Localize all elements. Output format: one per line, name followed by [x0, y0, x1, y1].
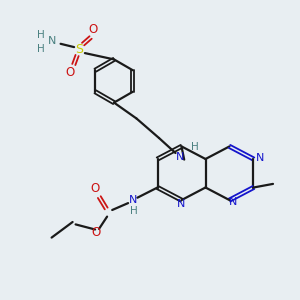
Text: N: N [256, 153, 264, 164]
Text: O: O [92, 226, 100, 239]
Text: H: H [190, 142, 198, 152]
Text: O: O [91, 182, 100, 196]
Text: N: N [128, 195, 137, 205]
Text: H: H [130, 206, 138, 217]
Text: N: N [177, 199, 185, 209]
Text: N: N [47, 36, 56, 46]
Text: N: N [229, 196, 237, 207]
Text: S: S [76, 43, 83, 56]
Text: N: N [176, 152, 184, 162]
Text: O: O [66, 66, 75, 79]
Text: H: H [37, 44, 45, 54]
Text: O: O [88, 23, 98, 36]
Text: H: H [37, 29, 45, 40]
